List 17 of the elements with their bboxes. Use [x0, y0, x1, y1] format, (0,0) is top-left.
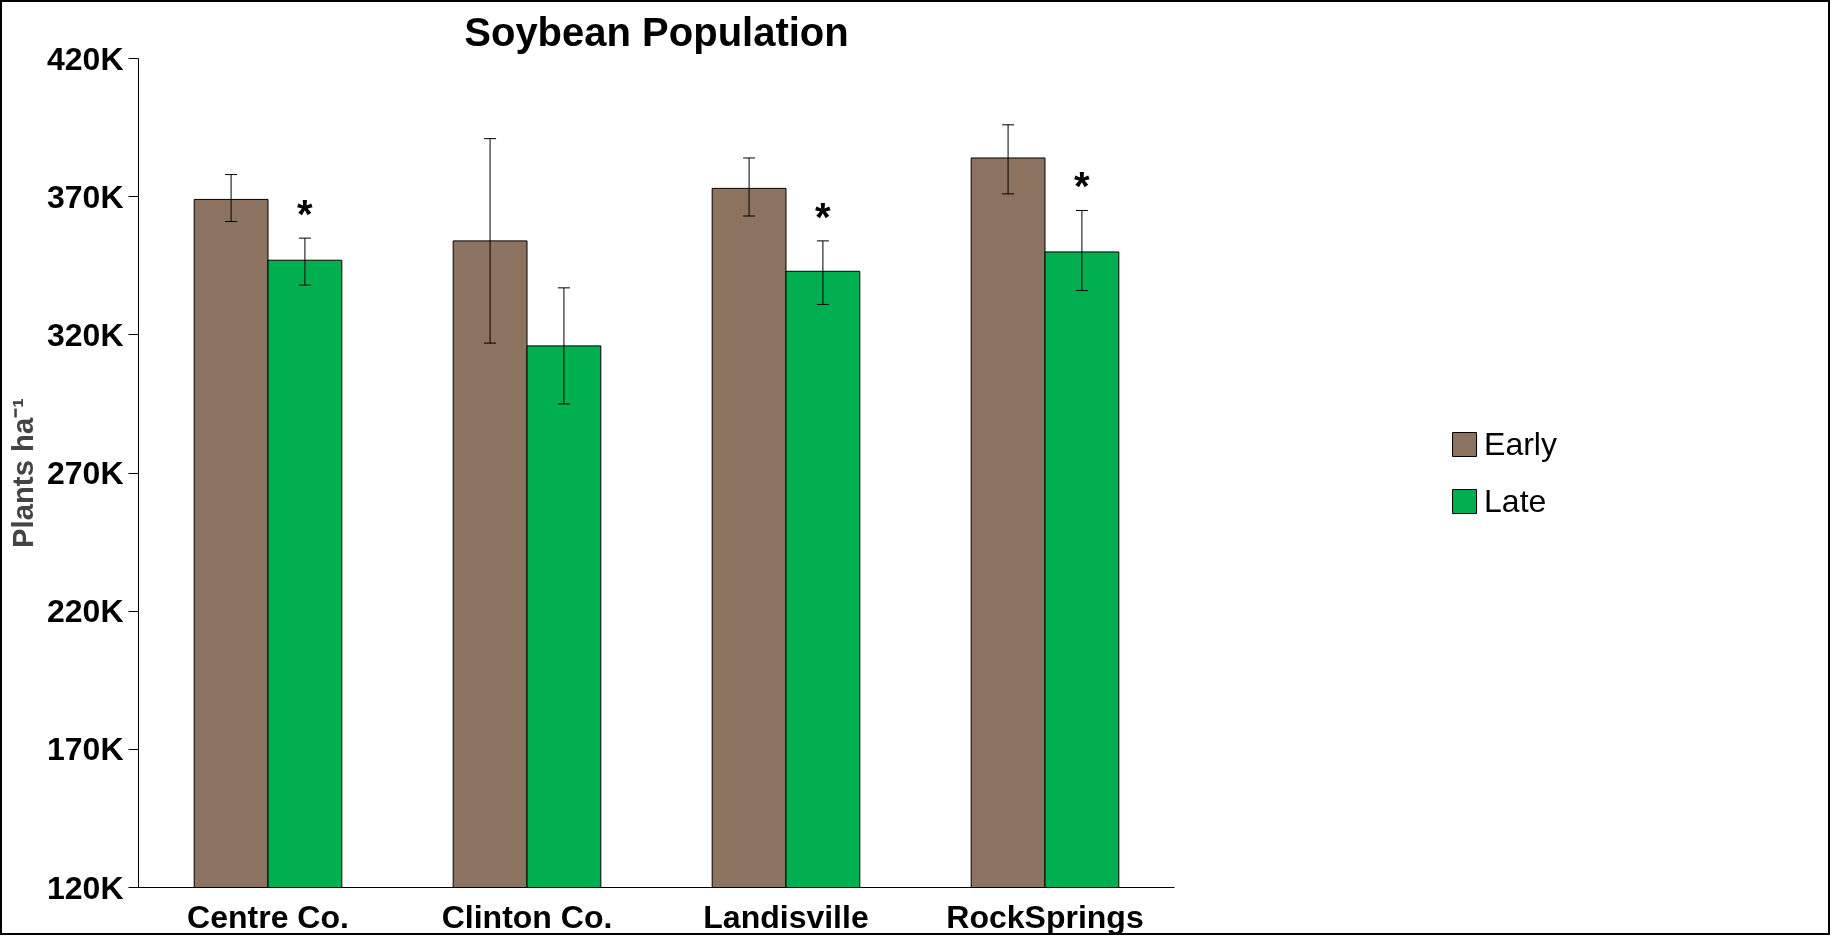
y-axis-title: Plants ha⁻¹ [6, 397, 39, 549]
y-tick-label: 170K [47, 731, 124, 768]
y-tick-label: 220K [47, 593, 124, 630]
annotation: * [297, 192, 314, 237]
legend-label: Late [1484, 482, 1547, 520]
x-tick-label: Landisville [703, 898, 869, 935]
y-tick-label: 320K [47, 316, 124, 353]
y-tick-label: 370K [47, 178, 124, 215]
x-tick-label: Centre Co. [187, 898, 349, 935]
annotation: * [815, 194, 832, 239]
x-tick-label: Clinton Co. [441, 898, 613, 935]
chart-title: Soybean Population [464, 9, 849, 54]
y-tick-label: 270K [47, 455, 124, 491]
annotation: * [1074, 164, 1091, 209]
y-tick-label: 420K [47, 40, 124, 77]
y-tick-label: 120K [47, 869, 124, 906]
legend-label: Early [1484, 425, 1557, 463]
